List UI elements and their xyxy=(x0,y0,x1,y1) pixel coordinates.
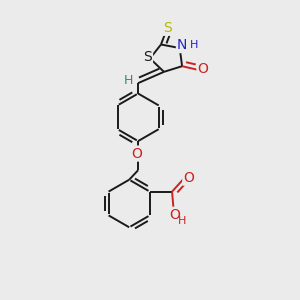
Text: H: H xyxy=(178,216,187,226)
Text: O: O xyxy=(131,147,142,160)
Text: O: O xyxy=(169,208,180,222)
Text: O: O xyxy=(197,62,208,76)
Text: O: O xyxy=(183,171,194,184)
Text: H: H xyxy=(124,74,133,87)
Text: N: N xyxy=(177,38,187,52)
Text: H: H xyxy=(190,40,198,50)
Text: S: S xyxy=(163,21,172,35)
Text: S: S xyxy=(143,50,152,64)
